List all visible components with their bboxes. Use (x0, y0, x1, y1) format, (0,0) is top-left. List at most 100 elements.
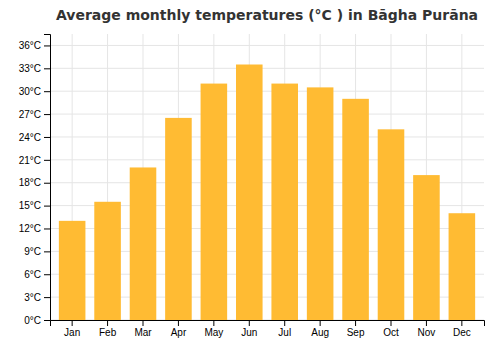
tick: Sep (347, 320, 365, 338)
tick-mark (44, 251, 50, 252)
tick: 18°C (19, 177, 50, 188)
tick-label: 3°C (24, 292, 41, 303)
bar (59, 221, 86, 320)
tick: 21°C (19, 155, 50, 166)
tick-mark (44, 183, 50, 184)
bar (271, 84, 298, 320)
tick-mark (44, 297, 50, 298)
tick-label: 9°C (24, 246, 41, 257)
tick-label: May (204, 327, 223, 338)
grid-line (50, 136, 484, 137)
tick-label: Oct (383, 327, 399, 338)
tick-mark (249, 320, 250, 326)
tick-mark (72, 320, 73, 326)
tick-label: Mar (134, 327, 152, 338)
tick-label: Aug (311, 327, 329, 338)
bar (94, 202, 121, 320)
tick: 33°C (19, 63, 50, 74)
tick: 12°C (19, 223, 50, 234)
tick-label: 12°C (19, 223, 41, 234)
tick-mark (461, 320, 462, 326)
tick-label: Sep (347, 327, 365, 338)
tick-label: Dec (453, 327, 471, 338)
tick: 6°C (24, 269, 50, 280)
bar (413, 175, 440, 320)
tick-mark (44, 114, 50, 115)
tick-mark (426, 320, 427, 326)
y-axis: 0°C 3°C 6°C 9°C 12°C 15°C 18°C 21°C 24°C 27°C 30°C… (19, 35, 51, 326)
tick-label: 24°C (19, 132, 41, 143)
tick: Apr (171, 320, 187, 338)
tick-mark (143, 320, 144, 326)
tick: 36°C (19, 40, 50, 51)
grid-line (50, 45, 484, 46)
tick-label: 33°C (19, 63, 41, 74)
title: Average monthly temperatures (°C ) in Bā… (56, 7, 478, 23)
tick: 15°C (19, 200, 50, 211)
tick-mark (213, 320, 214, 326)
tick: Oct (383, 320, 399, 338)
tick: Nov (418, 320, 436, 338)
tick-mark (44, 91, 50, 92)
tick: 30°C (19, 86, 50, 97)
tick: Jul (278, 320, 291, 338)
tick-mark (320, 320, 321, 326)
tick: 3°C (24, 292, 50, 303)
plot-area (59, 65, 475, 320)
tick-mark (44, 160, 50, 161)
tick-mark (355, 320, 356, 326)
tick: Dec (453, 320, 471, 338)
tick: Mar (134, 320, 152, 338)
tick-mark (178, 320, 179, 326)
tick-mark (391, 320, 392, 326)
tick-mark (44, 228, 50, 229)
tick-label: Jul (278, 327, 291, 338)
x-axis: Jan Feb Mar Apr May Jun Jul Aug Sep Oct Nov Dec (51, 320, 485, 338)
bar (130, 167, 157, 320)
tick: 0°C (24, 315, 50, 326)
bar (449, 213, 476, 320)
tick: May (204, 320, 223, 338)
tick-mark (44, 206, 50, 207)
bar (342, 99, 369, 320)
tick-label: 21°C (19, 155, 41, 166)
axis-line (44, 35, 51, 321)
tick-mark (44, 45, 50, 46)
grid-line (50, 159, 484, 160)
grid-line (50, 114, 484, 115)
bar (378, 129, 405, 320)
grid-line (50, 91, 484, 92)
tick-label: Jan (64, 327, 80, 338)
tick: Aug (311, 320, 329, 338)
bar (201, 84, 228, 320)
grid (50, 34, 484, 320)
tick-label: 15°C (19, 200, 41, 211)
tick-label: Nov (418, 327, 436, 338)
tick-label: 27°C (19, 109, 41, 120)
tick-label: 30°C (19, 86, 41, 97)
tick-label: 18°C (19, 177, 41, 188)
bar (236, 65, 263, 320)
tick: Jan (64, 320, 80, 338)
tick-mark (44, 274, 50, 275)
bar (307, 87, 334, 320)
tick: Feb (99, 320, 117, 338)
tick: Jun (241, 320, 257, 338)
tick-mark (44, 137, 50, 138)
bar (165, 118, 192, 320)
tick-label: 0°C (24, 315, 41, 326)
tick-label: Jun (241, 327, 257, 338)
grid-line (50, 68, 484, 69)
tick: 27°C (19, 109, 50, 120)
tick-label: Apr (171, 327, 187, 338)
tick-label: 6°C (24, 269, 41, 280)
tick-mark (284, 320, 285, 326)
chart: 0°C 3°C 6°C 9°C 12°C 15°C 18°C 21°C 24°C 27°C 30°C… (0, 0, 500, 350)
axis-line (51, 321, 485, 327)
tick-mark (44, 68, 50, 69)
tick-mark (44, 320, 50, 321)
tick-label: Feb (99, 327, 117, 338)
tick-mark (107, 320, 108, 326)
tick: 24°C (19, 132, 50, 143)
tick-label: 36°C (19, 40, 41, 51)
